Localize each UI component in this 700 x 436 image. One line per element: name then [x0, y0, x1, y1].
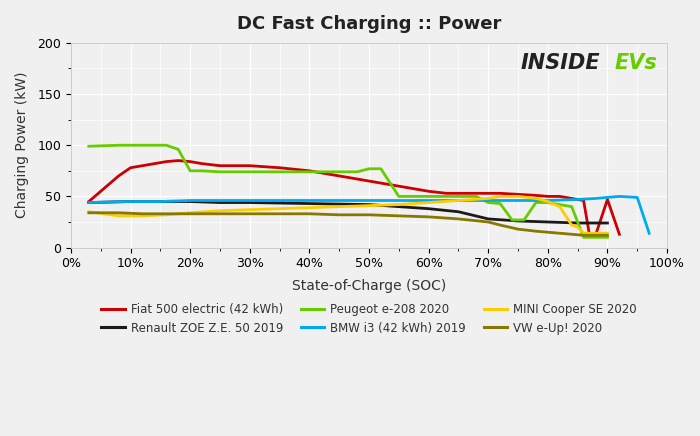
Text: EVs: EVs [615, 53, 657, 73]
Title: DC Fast Charging :: Power: DC Fast Charging :: Power [237, 15, 501, 33]
Text: INSIDE: INSIDE [521, 53, 601, 73]
Legend: Fiat 500 electric (42 kWh), Renault ZOE Z.E. 50 2019, Peugeot e-208 2020, BMW i3: Fiat 500 electric (42 kWh), Renault ZOE … [97, 299, 642, 340]
X-axis label: State-of-Charge (SOC): State-of-Charge (SOC) [292, 279, 446, 293]
Y-axis label: Charging Power (kW): Charging Power (kW) [15, 72, 29, 218]
